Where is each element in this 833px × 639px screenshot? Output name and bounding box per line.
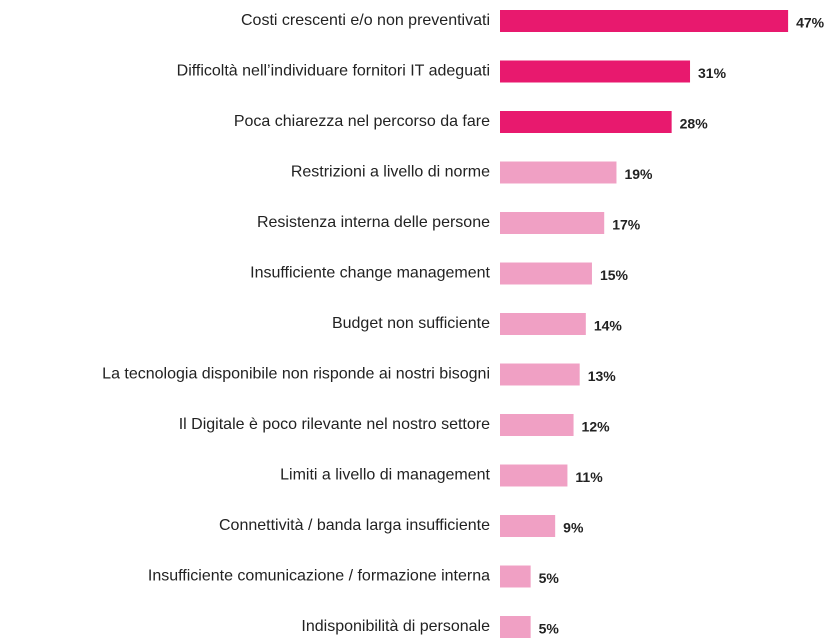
category-label: Insufficiente change management [250, 265, 490, 282]
bar [500, 161, 617, 184]
value-label: 47% [796, 15, 825, 31]
value-label: 5% [539, 621, 560, 637]
category-label: Limiti a livello di management [280, 467, 490, 484]
value-label: 5% [539, 570, 560, 586]
value-label: 28% [680, 116, 709, 132]
value-label: 13% [588, 368, 617, 384]
bar [500, 313, 586, 335]
category-label: Insufficiente comunicazione / formazione… [148, 568, 490, 585]
category-label: Il Digitale è poco rilevante nel nostro … [179, 416, 490, 433]
value-label: 9% [563, 520, 584, 536]
bar [500, 565, 531, 588]
bar [500, 515, 556, 537]
category-label: Poca chiarezza nel percorso da fare [234, 113, 490, 130]
category-label: Indisponibilità di personale [301, 618, 490, 635]
category-label: Restrizioni a livello di norme [291, 164, 490, 181]
value-label: 15% [600, 267, 629, 283]
value-label: 31% [698, 65, 727, 81]
value-label: 12% [582, 419, 611, 435]
bar [500, 10, 789, 32]
category-label: Budget non sufficiente [332, 315, 490, 332]
bar [500, 212, 605, 234]
bar [500, 414, 574, 436]
bar [500, 60, 691, 83]
category-label: Difficoltà nell’individuare fornitori IT… [177, 63, 490, 80]
bar [500, 262, 592, 285]
value-label: 17% [612, 217, 641, 233]
bar [500, 111, 672, 133]
category-label: Connettività / banda larga insufficiente [219, 517, 490, 534]
value-label: 14% [594, 318, 623, 334]
category-label: La tecnologia disponibile non risponde a… [102, 366, 490, 383]
bar [500, 616, 531, 638]
category-label: Resistenza interna delle persone [257, 214, 490, 231]
category-label: Costi crescenti e/o non preventivati [241, 12, 490, 29]
value-label: 11% [575, 469, 603, 485]
bar [500, 464, 568, 487]
bar [500, 363, 580, 386]
value-label: 19% [624, 166, 653, 182]
